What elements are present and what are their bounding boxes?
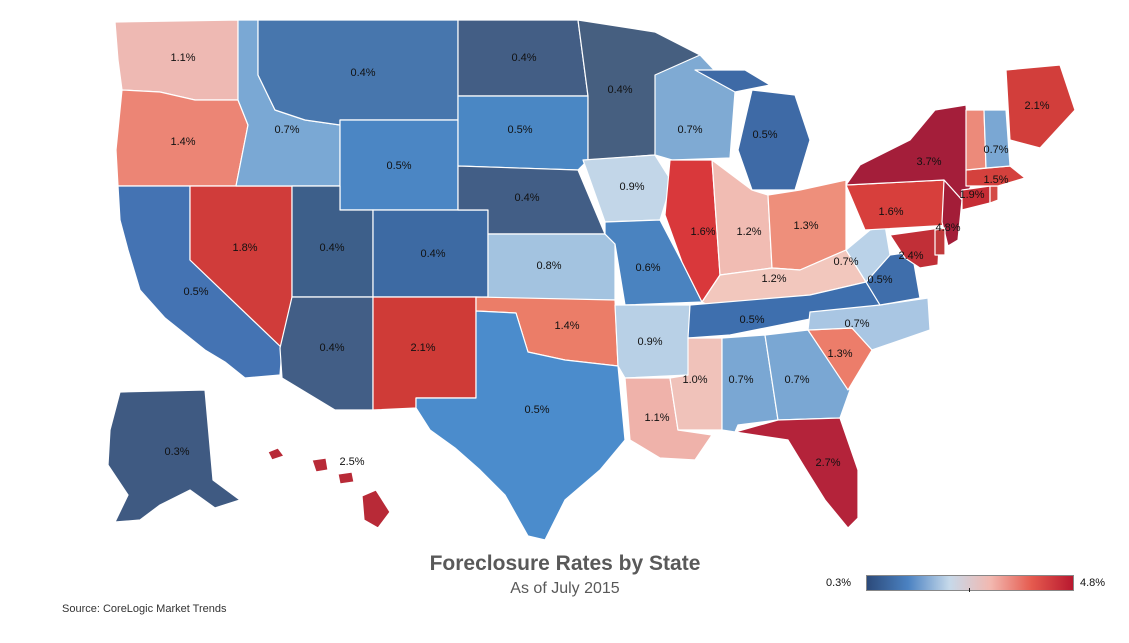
state-ak <box>107 389 241 523</box>
state-label-va: 0.5% <box>867 274 892 286</box>
state-label-ne: 0.4% <box>514 192 539 204</box>
state-label-nj: 4.8% <box>935 222 960 234</box>
state-label-nv: 1.8% <box>232 242 257 254</box>
us-state-map: 1.1% 1.4% 0.5% 1.8% 0.7% 0.4% 0.5% 0.4% 0.4% 0.4%… <box>107 19 1076 541</box>
state-label-fl: 2.7% <box>815 457 840 469</box>
state-label-ut: 0.4% <box>319 242 344 254</box>
state-me <box>1005 64 1076 149</box>
state-label-wa: 1.1% <box>170 52 195 64</box>
state-label-in: 1.2% <box>736 226 761 238</box>
state-label-il: 1.6% <box>690 226 715 238</box>
state-label-ct: 1.9% <box>959 189 984 201</box>
state-label-ks: 0.8% <box>536 260 561 272</box>
state-label-ia: 0.9% <box>619 181 644 193</box>
state-label-wy: 0.5% <box>386 160 411 172</box>
state-label-tx: 0.5% <box>524 404 549 416</box>
state-tx <box>415 310 626 541</box>
state-label-ok: 1.4% <box>554 320 579 332</box>
state-label-mo: 0.6% <box>635 262 660 274</box>
state-label-md: 2.4% <box>898 250 923 262</box>
state-label-al: 0.7% <box>728 374 753 386</box>
state-label-wv: 0.7% <box>833 256 858 268</box>
state-mo <box>604 219 703 306</box>
state-label-nh: 0.7% <box>983 144 1008 156</box>
state-label-tn: 0.5% <box>739 314 764 326</box>
state-label-nd: 0.4% <box>511 52 536 64</box>
state-label-la: 1.1% <box>644 412 669 424</box>
state-label-sc: 1.3% <box>827 348 852 360</box>
state-label-ca: 0.5% <box>183 286 208 298</box>
state-label-nc: 0.7% <box>844 318 869 330</box>
state-ks <box>487 233 616 301</box>
state-label-wi: 0.7% <box>677 124 702 136</box>
state-sd <box>457 95 589 171</box>
state-label-ga: 0.7% <box>784 374 809 386</box>
state-label-or: 1.4% <box>170 136 195 148</box>
state-label-co: 0.4% <box>420 248 445 260</box>
state-label-ky: 1.2% <box>761 273 786 285</box>
legend-tick <box>969 588 970 592</box>
map-title: Foreclosure Rates by State <box>429 552 701 575</box>
state-label-oh: 1.3% <box>793 220 818 232</box>
source-note: Source: CoreLogic Market Trends <box>62 603 227 615</box>
legend-min-label: 0.3% <box>826 577 852 589</box>
state-ar <box>614 304 691 379</box>
state-nj <box>941 179 963 247</box>
state-label-az: 0.4% <box>319 342 344 354</box>
map-subtitle: As of July 2015 <box>510 580 620 597</box>
state-label-sd: 0.5% <box>507 124 532 136</box>
state-label-mn: 0.4% <box>607 84 632 96</box>
state-wv <box>845 224 891 283</box>
state-label-nm: 2.1% <box>410 342 435 354</box>
state-label-id: 0.7% <box>274 124 299 136</box>
state-mi <box>694 69 811 191</box>
state-hi <box>267 447 391 529</box>
state-md <box>889 227 941 269</box>
state-nh <box>983 109 1011 169</box>
state-ri <box>989 185 999 204</box>
state-label-ar: 0.9% <box>637 336 662 348</box>
state-ga <box>764 329 851 421</box>
legend-color-scale <box>866 575 1074 591</box>
state-de <box>934 227 946 256</box>
legend-max-label: 4.8% <box>1080 577 1106 589</box>
state-label-ak: 0.3% <box>164 446 189 458</box>
state-label-ny: 3.7% <box>916 156 941 168</box>
state-vt <box>965 109 987 171</box>
state-label-pa: 1.6% <box>878 206 903 218</box>
state-fl <box>734 417 859 529</box>
state-label-mt: 0.4% <box>350 67 375 79</box>
state-label-hi: 2.5% <box>339 456 364 468</box>
state-label-ms: 1.0% <box>682 374 707 386</box>
state-label-me: 2.1% <box>1024 100 1049 112</box>
state-label-ma: 1.5% <box>983 174 1008 186</box>
state-label-mi: 0.5% <box>752 129 777 141</box>
